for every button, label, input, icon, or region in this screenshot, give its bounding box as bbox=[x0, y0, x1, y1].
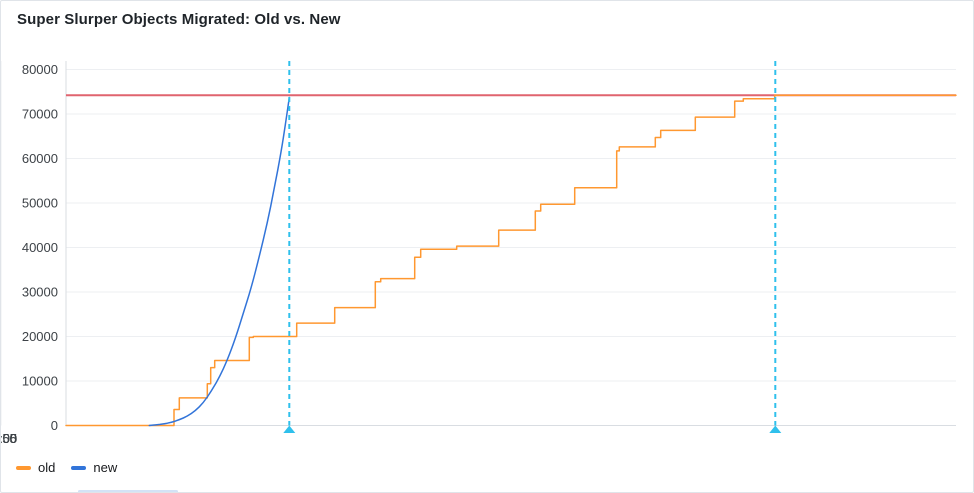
y-axis-tick-label: 80000 bbox=[22, 62, 58, 77]
old-series-swatch-icon bbox=[16, 466, 31, 470]
x-axis-tick-label: 12:05 bbox=[1, 431, 17, 446]
new-series-swatch-icon bbox=[71, 466, 87, 470]
y-axis-tick-label: 20000 bbox=[22, 329, 58, 344]
y-axis-tick-label: 60000 bbox=[22, 151, 58, 166]
x-axis-tick-label: 11:50 bbox=[1, 431, 17, 446]
annotation-marker-icon[interactable] bbox=[283, 425, 296, 434]
series-line-new bbox=[148, 96, 291, 427]
x-axis-tick-label: 11:55 bbox=[1, 431, 17, 446]
legend-item-old[interactable]: old bbox=[16, 459, 55, 477]
y-axis-tick-label: 70000 bbox=[22, 107, 58, 122]
clipped-element-bottom bbox=[78, 490, 178, 492]
panel-title[interactable]: Super Slurper Objects Migrated: Old vs. … bbox=[17, 11, 341, 28]
y-axis-tick-label: 30000 bbox=[22, 285, 58, 300]
x-axis-tick-label: 12:00 bbox=[1, 431, 17, 446]
legend-item-new[interactable]: new bbox=[71, 459, 117, 477]
legend-label-new: new bbox=[93, 460, 118, 475]
legend-label-old: old bbox=[38, 460, 56, 475]
y-axis-tick-label: 0 bbox=[51, 418, 58, 433]
y-axis-tick-label: 50000 bbox=[22, 196, 58, 211]
series-line-old bbox=[65, 94, 957, 427]
y-axis-tick-label: 10000 bbox=[22, 374, 58, 389]
legend: old new bbox=[16, 459, 117, 477]
annotation-marker-icon[interactable] bbox=[769, 425, 782, 434]
y-axis-tick-label: 40000 bbox=[22, 240, 58, 255]
